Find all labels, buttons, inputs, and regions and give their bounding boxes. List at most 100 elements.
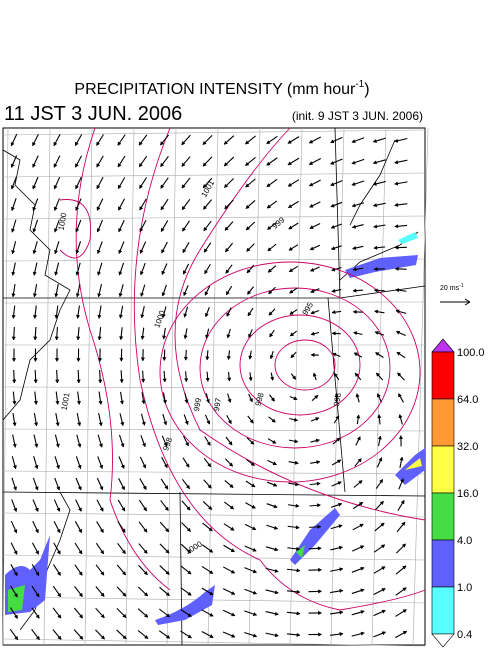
wind-arrow-head (230, 591, 236, 595)
wind-arrow-head (33, 422, 39, 427)
wind-arrow-head (140, 357, 146, 362)
wind-arrow-head (308, 139, 314, 144)
wind-arrow-head (229, 505, 235, 510)
wind-arrow-head (185, 463, 190, 468)
wind-arrow-head (184, 399, 189, 404)
wind-arrow-head (394, 266, 399, 271)
wind-arrow-head (76, 336, 81, 341)
wind-arrow-head (183, 291, 188, 297)
wind-arrow-head (381, 588, 386, 592)
wind-arrow-head (310, 331, 315, 336)
wind-arrow-head (315, 417, 320, 422)
wind-arrow-head (360, 566, 365, 571)
wind-arrow-head (55, 422, 60, 427)
wind-arrow-head (54, 271, 59, 276)
wind-arrow-head (11, 228, 16, 233)
wind-arrow-head (12, 465, 17, 470)
wind-arrow-head (309, 203, 314, 208)
wind-arrow-head (53, 163, 58, 168)
wind-arrow-head (266, 161, 271, 166)
coast (19, 491, 71, 631)
wind-arrow-head (272, 461, 277, 466)
wind-arrow-head (185, 442, 189, 447)
wind-arrow-head (252, 547, 257, 552)
wind-arrow-head (252, 633, 258, 638)
wind-arrow-head (75, 163, 79, 168)
wind-arrow-head (77, 443, 82, 448)
wind-arrow-head (268, 289, 273, 295)
wind-arrow-head (356, 436, 361, 441)
colorbar-segment (431, 539, 455, 588)
parallel (2, 386, 426, 389)
wind-arrow-head (394, 202, 399, 207)
precip-area (8, 585, 25, 612)
contour-label: 1001 (60, 391, 72, 411)
wind-arrow-head (187, 570, 192, 575)
wind-arrow-head (12, 400, 17, 405)
wind-arrow-head (309, 225, 314, 229)
wind-arrow-head (332, 352, 337, 357)
wind-arrow-head (56, 550, 61, 555)
wind-arrow-head (32, 250, 37, 255)
wind-arrow-head (352, 288, 357, 293)
wind-arrow-head (75, 314, 81, 319)
wind-arrow-head (163, 463, 168, 469)
wind-arrow-head (97, 336, 102, 341)
wind-arrow-head (208, 527, 213, 532)
wind-arrow-head (139, 271, 144, 276)
wind-arrow-head (274, 611, 279, 616)
wind-arrow-head (318, 632, 323, 637)
wind-arrow-head (13, 550, 18, 555)
contour-label: 999 (192, 397, 203, 412)
wind-arrow-head (202, 162, 207, 167)
wind-arrow-head (274, 633, 279, 638)
wind-scale-label: 20 ms-1 (440, 283, 464, 292)
wind-arrow-head (161, 313, 166, 319)
wind-arrow-head (98, 422, 103, 427)
wind-arrow-head (97, 314, 102, 319)
wind-arrow-head (373, 245, 378, 250)
wind-arrow-head (296, 632, 301, 637)
wind-arrow-head (13, 507, 18, 513)
wind-arrow-head (10, 163, 15, 168)
wind-arrow-head (274, 590, 279, 595)
wind-arrow-head (162, 399, 167, 404)
wind-arrow-head (228, 462, 234, 467)
wind-arrow-head (209, 634, 214, 638)
wind-arrow-head (360, 631, 365, 636)
parallel (2, 258, 426, 262)
wind-arrow-head (357, 458, 362, 463)
wind-arrow-head (32, 185, 37, 190)
wind-arrow-head (99, 464, 104, 470)
wind-arrow-head (376, 393, 381, 398)
wind-arrow-head (117, 163, 122, 168)
wind-arrow-head (289, 310, 294, 315)
wind-arrow-head (78, 592, 83, 598)
wind-arrow-head (358, 480, 363, 485)
wind-arrow-head (339, 632, 344, 637)
wind-arrow-head (57, 592, 62, 598)
wind-arrow-head (375, 352, 380, 357)
wind-arrow-head (295, 503, 300, 508)
wind-arrow-head (57, 635, 62, 640)
isobar (59, 199, 92, 259)
wind-arrow-head (359, 545, 365, 550)
wind-arrow-head (372, 181, 377, 186)
wind-arrow-head (202, 183, 207, 189)
wind-arrow-head (204, 269, 209, 275)
wind-arrow-head (372, 203, 378, 208)
wind-arrow-head (352, 267, 357, 272)
wind-arrow-head (100, 635, 105, 640)
wind-arrow-head (161, 292, 166, 297)
isobar (75, 127, 171, 591)
wind-arrow-head (223, 140, 229, 145)
wind-arrow-head (314, 394, 319, 400)
wind-arrow-head (77, 464, 82, 470)
wind-arrow-head (377, 414, 382, 419)
contour-label: 998 (161, 436, 174, 452)
precip-area (405, 458, 422, 470)
wind-arrow-head (138, 162, 143, 168)
wind-arrow-head (56, 486, 61, 491)
wind-arrow-head (226, 312, 231, 317)
wind-arrow-head (208, 548, 214, 553)
